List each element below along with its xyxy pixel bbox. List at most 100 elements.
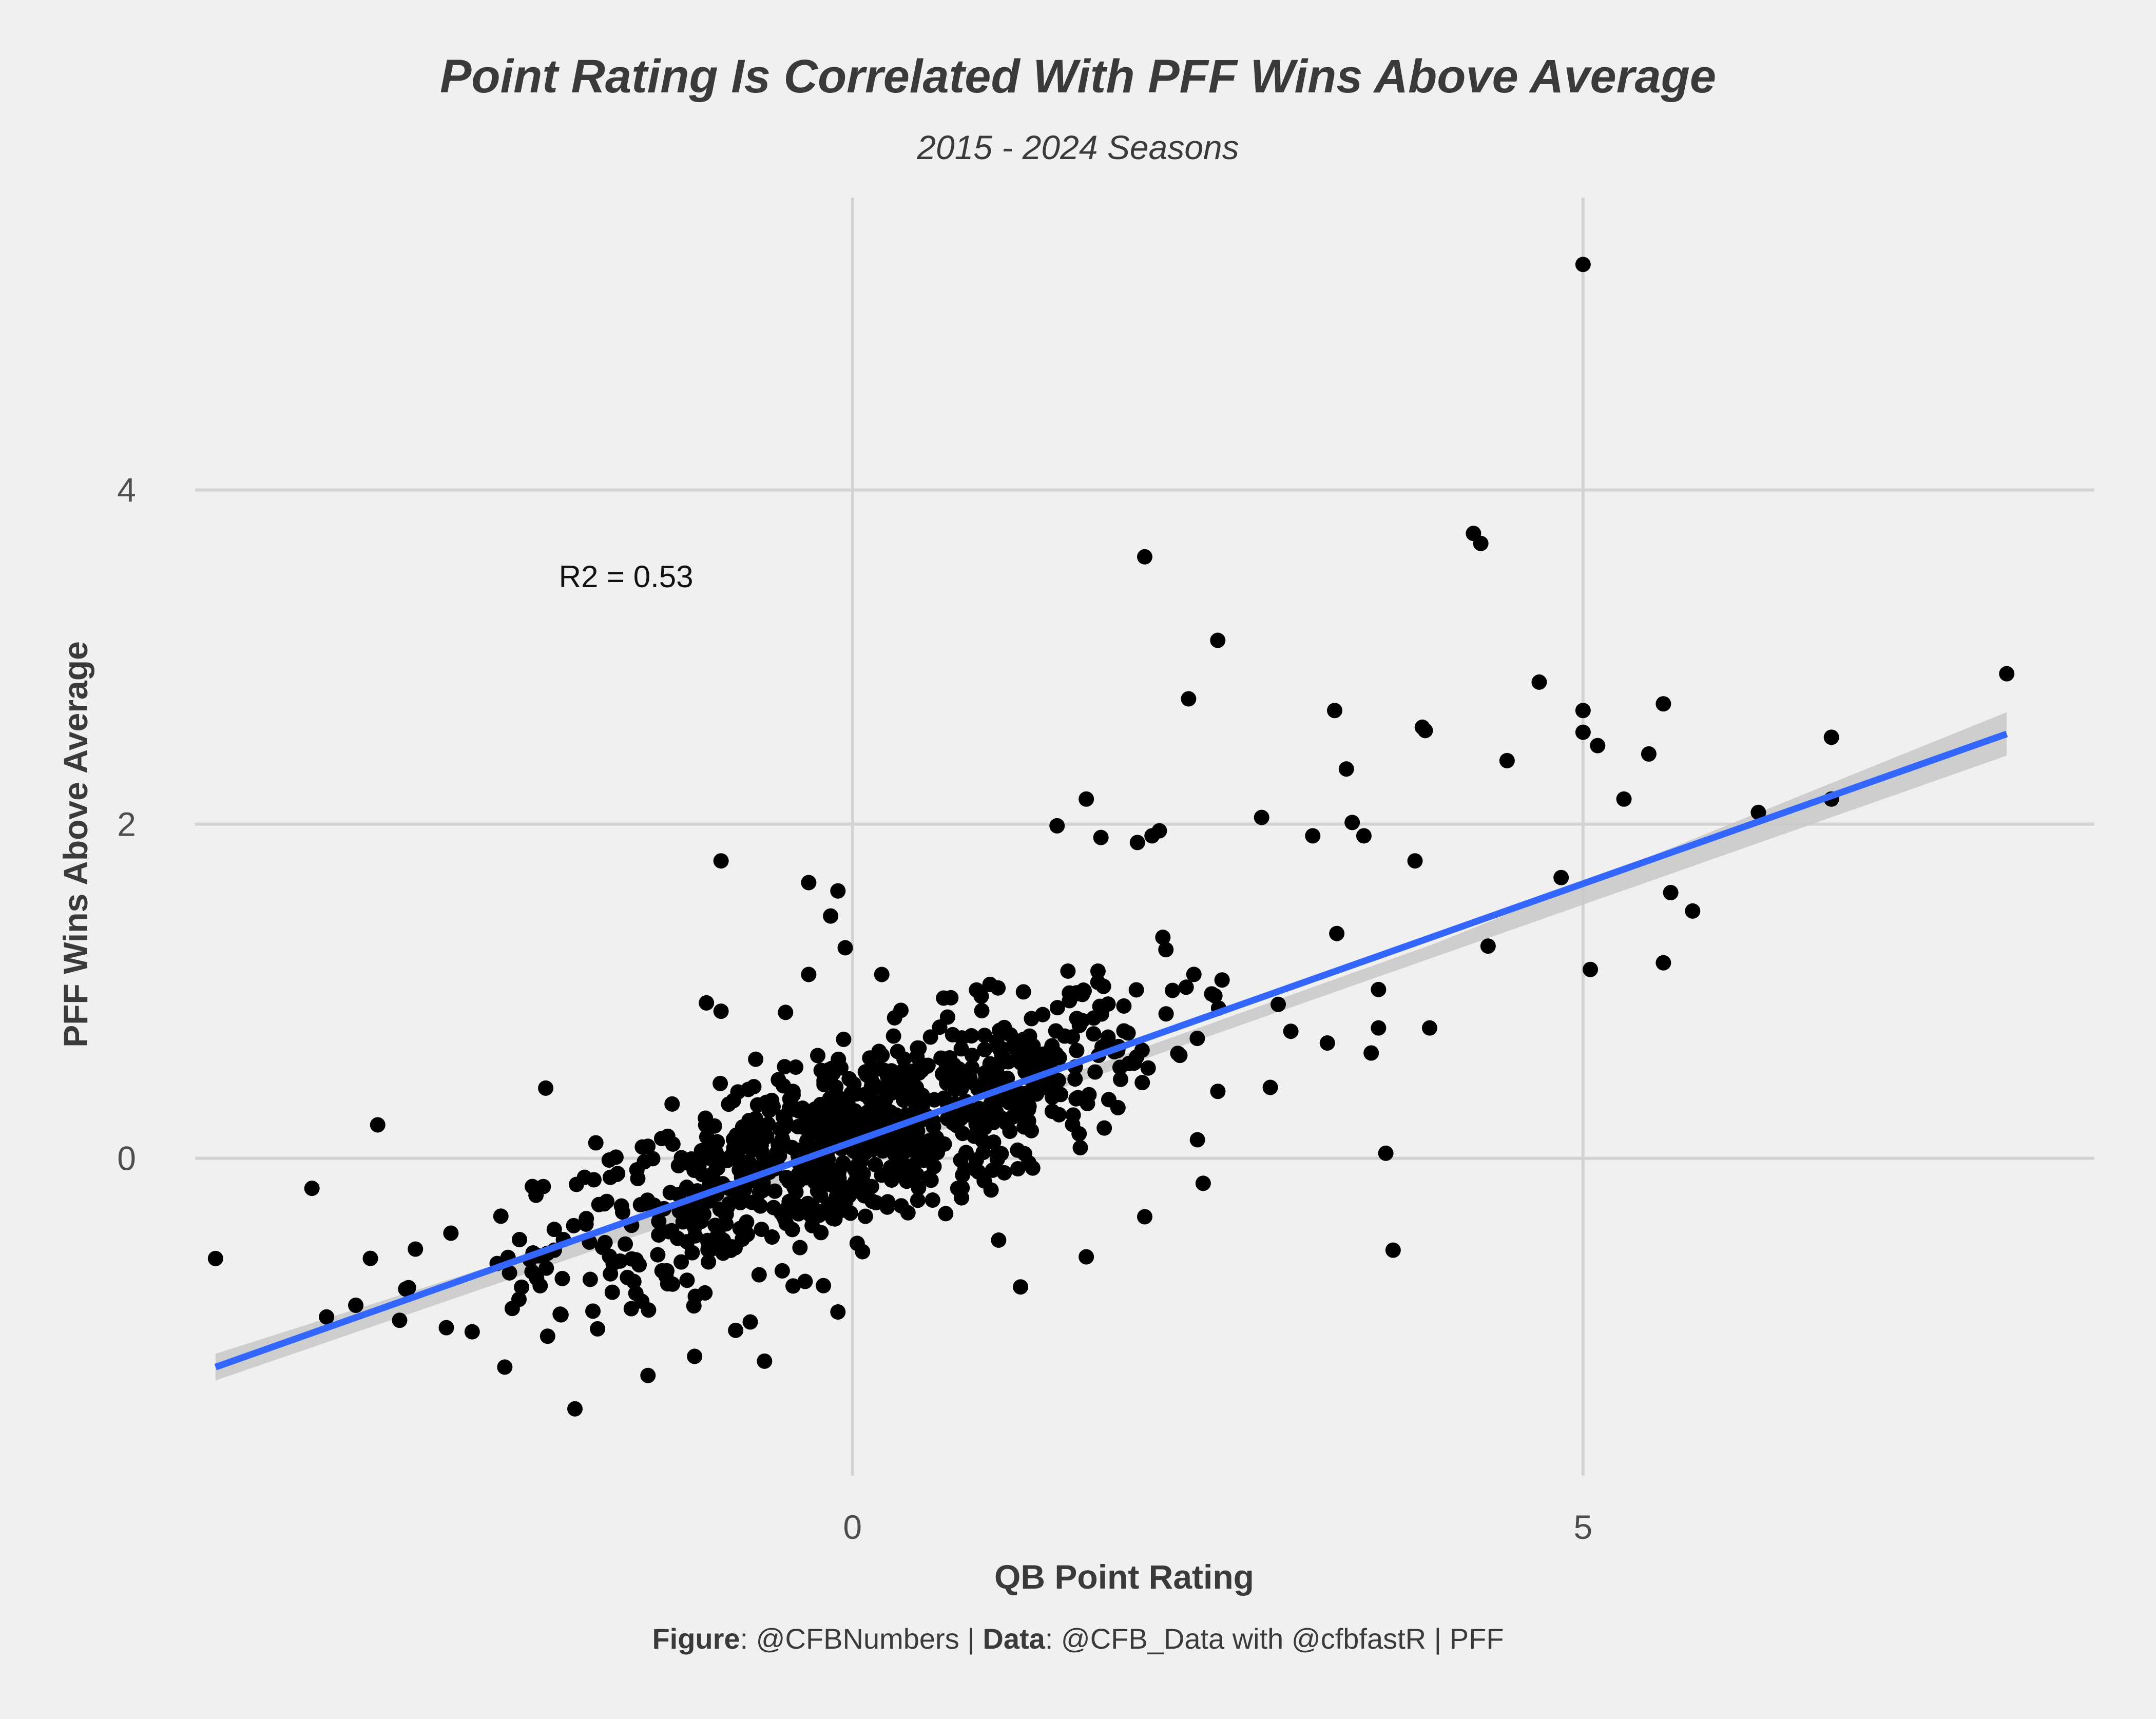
data-point (1101, 1092, 1116, 1108)
data-point (998, 1090, 1014, 1106)
data-point (850, 1176, 866, 1192)
data-point (1003, 1027, 1018, 1043)
data-point (538, 1260, 554, 1276)
data-point (1356, 828, 1372, 844)
data-point (1090, 963, 1106, 979)
data-point (1685, 903, 1701, 919)
data-point (590, 1321, 606, 1337)
data-point (1371, 981, 1387, 997)
data-point (687, 1348, 703, 1364)
data-point (841, 1071, 857, 1087)
data-point (953, 1041, 969, 1057)
data-point (1047, 1071, 1063, 1087)
data-point (1010, 1142, 1026, 1158)
data-point (1013, 1279, 1029, 1295)
x-tick-label: 5 (1573, 1508, 1592, 1546)
data-point (683, 1151, 699, 1167)
data-point (1060, 963, 1076, 979)
data-point (392, 1312, 408, 1328)
data-point (857, 1208, 873, 1224)
data-point (893, 1002, 909, 1018)
data-point (1074, 987, 1090, 1002)
data-point (957, 1162, 973, 1177)
data-point (1371, 1020, 1387, 1036)
data-point (1129, 835, 1145, 851)
caption-data-label: Data (983, 1623, 1045, 1655)
data-point (538, 1080, 554, 1096)
data-point (370, 1117, 386, 1133)
data-point (772, 1121, 788, 1137)
data-point (749, 1097, 765, 1113)
data-point (995, 1041, 1011, 1057)
data-point (1049, 818, 1065, 834)
data-point (827, 1211, 843, 1227)
data-point (1656, 696, 1671, 712)
data-point (751, 1267, 767, 1283)
data-point (788, 1059, 804, 1075)
data-point (1158, 942, 1174, 958)
data-point (847, 1103, 863, 1119)
data-point (535, 1179, 551, 1194)
data-point (927, 1092, 942, 1108)
data-point (1195, 1175, 1211, 1191)
data-point (778, 1005, 794, 1020)
data-point (1207, 988, 1223, 1003)
data-point (675, 1214, 691, 1230)
data-point (955, 1126, 971, 1142)
data-point (745, 1131, 761, 1147)
data-point (830, 1199, 846, 1215)
caption-figure-text: : @CFBNumbers | (740, 1623, 983, 1655)
data-point (830, 1304, 846, 1320)
data-point (760, 1116, 776, 1132)
x-tick-label: 0 (843, 1508, 862, 1546)
data-point (852, 1114, 868, 1130)
data-point (502, 1265, 517, 1281)
y-tick-label: 2 (117, 805, 136, 843)
chart-title: Point Rating Is Correlated With PFF Wins… (440, 50, 1716, 103)
data-point (836, 1031, 852, 1047)
data-point (511, 1231, 527, 1247)
data-point (954, 1180, 970, 1196)
data-point (1025, 1160, 1041, 1176)
data-point (977, 1041, 993, 1057)
data-point (922, 1029, 938, 1045)
data-point (653, 1131, 669, 1147)
data-point (1480, 938, 1496, 954)
data-point (831, 1051, 846, 1067)
data-point (874, 967, 890, 982)
data-point (698, 1110, 714, 1126)
data-point (1189, 1031, 1205, 1047)
data-point (977, 1028, 993, 1044)
data-point (438, 1320, 454, 1336)
data-point (658, 1268, 674, 1284)
data-point (1422, 1020, 1437, 1036)
data-point (1018, 1050, 1034, 1066)
data-point (973, 988, 989, 1004)
data-point (362, 1250, 378, 1266)
data-point (464, 1324, 480, 1340)
data-point (1254, 809, 1269, 825)
data-point (1327, 703, 1342, 719)
data-point (602, 1169, 618, 1185)
data-point (777, 1059, 793, 1075)
data-point (739, 1214, 755, 1230)
data-point (1144, 828, 1160, 844)
data-point (973, 1078, 989, 1094)
data-point (712, 1202, 728, 1218)
data-point (686, 1220, 702, 1235)
data-point (864, 1193, 880, 1209)
data-point (1015, 984, 1031, 1000)
data-point (1305, 828, 1321, 844)
data-point (701, 1254, 717, 1270)
y-tick-label: 4 (117, 471, 136, 509)
data-point (640, 1138, 656, 1154)
data-point (938, 1206, 954, 1222)
data-point (900, 1205, 916, 1221)
data-point (304, 1181, 320, 1196)
data-point (1823, 729, 1839, 745)
data-point (1575, 724, 1591, 740)
data-point (797, 1273, 813, 1289)
chart-subtitle: 2015 - 2024 Seasons (916, 128, 1239, 166)
